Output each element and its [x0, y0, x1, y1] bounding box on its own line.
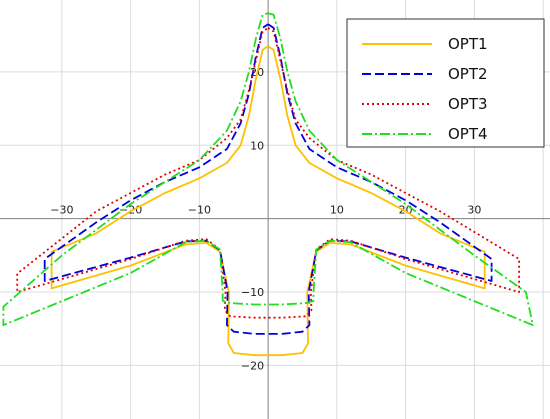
x-tick-label: −20 — [119, 204, 142, 217]
y-tick-label: −10 — [241, 286, 264, 299]
x-tick-label: −30 — [50, 204, 73, 217]
x-tick-label: 30 — [467, 204, 481, 217]
x-tick-label: −10 — [188, 204, 211, 217]
y-tick-label: 10 — [250, 139, 264, 152]
y-tick-label: −20 — [241, 359, 264, 372]
series-opt1-line — [50, 45, 486, 357]
legend-box — [346, 18, 545, 148]
x-tick-label: 10 — [330, 204, 344, 217]
legend-label-opt3: OPT3 — [448, 95, 488, 113]
series-group — [2, 12, 534, 357]
legend-label-opt4: OPT4 — [448, 125, 488, 143]
series-opt2-line — [43, 23, 493, 335]
legend: OPT1 OPT2 OPT3 OPT4 — [346, 18, 545, 148]
series-opt4-line — [2, 12, 534, 327]
legend-label-opt1: OPT1 — [448, 35, 488, 53]
legend-label-opt2: OPT2 — [448, 65, 488, 83]
